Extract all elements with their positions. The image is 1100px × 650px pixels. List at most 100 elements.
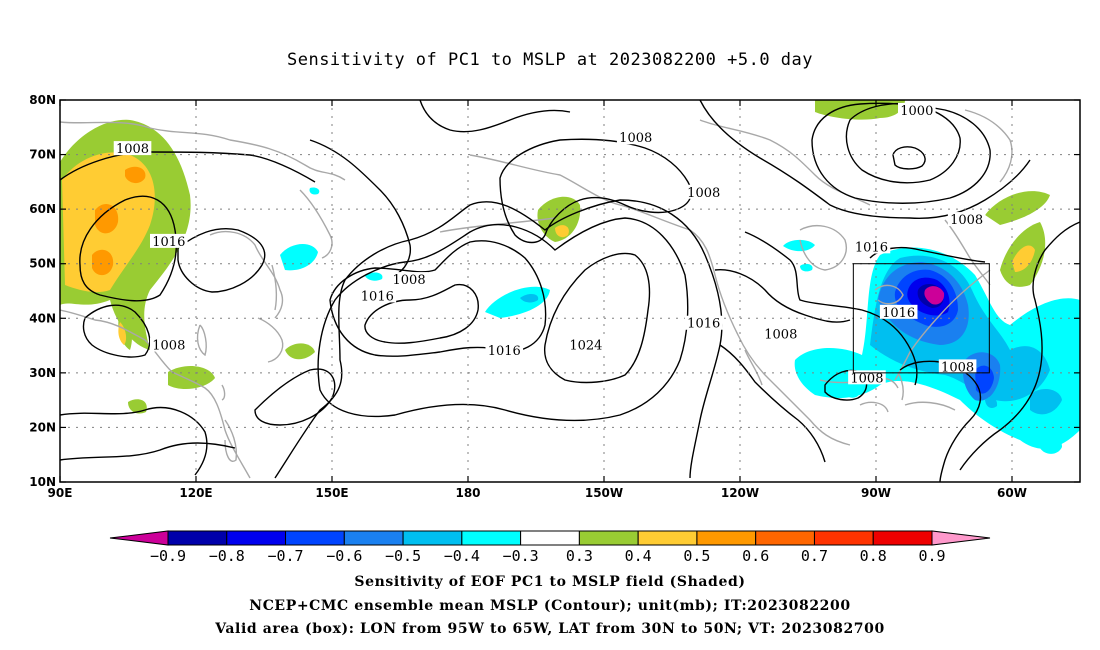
contour-label-halo: [852, 239, 891, 254]
lat-tick-label: 10N: [29, 475, 56, 489]
colorbar-label: 0.8: [860, 547, 887, 565]
contour-label-halo: [762, 326, 800, 341]
caption-valid-area: Valid area (box): LON from 95W to 65W, L…: [215, 621, 885, 637]
lat-tick-label: 50N: [29, 257, 56, 271]
contour-label-halo: [938, 359, 977, 374]
contour-label-halo: [150, 337, 188, 352]
contour-label-halo: [898, 102, 936, 117]
contour-label: 1008: [850, 371, 883, 386]
map-axes: 90E 120E 150E 180 150W 120W 90W 60W 80N 70N 60N 50N…: [29, 93, 1080, 500]
colorbar-swatch: [402, 530, 463, 546]
colorbar-label: 0.5: [683, 547, 710, 565]
lon-tick-label: 150E: [315, 486, 348, 500]
coast-cuba: [904, 401, 956, 411]
lon-tick-label: 180: [455, 486, 480, 500]
contour-1008-china: [82, 304, 151, 358]
colorbar-swatch: [637, 530, 698, 546]
contour-1008-siberia: [60, 151, 316, 183]
shade-gulf-alaska-pos-inner: [555, 225, 569, 238]
map-frame: [59, 99, 1081, 483]
lat-tick-label: 30N: [29, 366, 56, 380]
coast-florida: [897, 371, 904, 401]
lon-tick-label: 90E: [48, 486, 73, 500]
colorbar-label: 0.9: [918, 547, 945, 565]
caption-shading: Sensitivity of EOF PC1 to MSLP field (Sh…: [354, 574, 746, 590]
coast-taiwan: [221, 384, 226, 401]
contour-label: 1000: [900, 104, 933, 119]
colorbar-label: 0.6: [742, 547, 769, 565]
contour-label-halo: [485, 343, 524, 358]
colorbar-label: −0.9: [150, 547, 186, 565]
contour-label-halo: [684, 315, 723, 330]
contour-1024-pac-high: [543, 252, 651, 384]
coast-na-west: [714, 274, 851, 446]
contour-label-halo: [567, 337, 605, 352]
shade-aleutian-neg: [365, 272, 383, 281]
colorbar-max-triangle: [931, 530, 991, 546]
coast-labrador: [944, 219, 991, 286]
shade-siberia-05c: [125, 166, 146, 184]
shade-atlantic-pos2-inner: [1012, 245, 1035, 272]
contour-1016-nwpac: [177, 228, 266, 293]
contour-label-halo: [390, 272, 428, 287]
contour-label: 1008: [941, 360, 974, 375]
contour-1008-alaska: [499, 138, 692, 244]
colorbar-swatch: [578, 530, 639, 546]
contour-1008-east-na: [899, 360, 982, 482]
coast-greenland: [964, 109, 1013, 183]
coast-japan: [257, 317, 284, 363]
lat-tick-label: 80N: [29, 93, 56, 107]
colorbar-swatch: [343, 530, 404, 546]
contour-label: 1016: [687, 317, 720, 332]
shade-carib-neg: [985, 397, 998, 408]
contour-label-halo: [358, 288, 397, 303]
coast-yucatan: [859, 401, 889, 413]
contour-label: 1016: [882, 306, 915, 321]
colorbar-label: 0.3: [566, 547, 593, 565]
contour-1008-west-na: [714, 268, 851, 323]
contour-label: 1008: [619, 131, 652, 146]
lat-tick-label: 20N: [29, 420, 56, 434]
shade-hudson-neg2: [800, 263, 813, 272]
contour-label-halo: [113, 141, 152, 156]
lon-tick-label: 150W: [585, 486, 623, 500]
lat-tick-label: 60N: [29, 202, 56, 216]
colorbar-swatch: [872, 530, 933, 546]
contour-label: 1008: [393, 273, 426, 288]
colorbar-min-triangle: [109, 530, 169, 546]
colorbar-swatch: [696, 530, 757, 546]
colorbar-label: 0.7: [801, 547, 828, 565]
contour-label: 1008: [152, 339, 185, 354]
colorbar-label: −0.8: [209, 547, 245, 565]
contour-1008-canada: [699, 100, 1031, 220]
lon-tick-label: 60W: [997, 486, 1027, 500]
colorbar-swatch: [285, 530, 345, 546]
colorbar-label: −0.7: [267, 547, 303, 565]
contour-label-halo: [150, 233, 188, 248]
contour-label: 1024: [569, 339, 602, 354]
contour-1016-pac-outer: [329, 240, 547, 357]
shade-gulf-alaska-pos: [537, 196, 581, 242]
contour-east-asia-1008: [60, 442, 236, 461]
colorbar-swatch: [520, 530, 580, 546]
caption-contour: NCEP+CMC ensemble mean MSLP (Contour); u…: [249, 598, 851, 614]
colorbar-swatch: [226, 530, 287, 546]
contour-1008-arctic-pac: [419, 100, 571, 133]
colorbar-swatch: [755, 530, 815, 546]
coast-sakhalin: [271, 264, 278, 311]
map-panel: 1008 1016 1008 1008 1016 1016 1024 1008 1008 1016…: [29, 93, 1081, 500]
contour-1000-outer: [811, 102, 991, 204]
lat-tick-label: 70N: [29, 148, 56, 162]
shade-atlantic-bottom: [1040, 435, 1062, 454]
contour-1016-na: [744, 231, 918, 386]
colorbar-label: −0.3: [503, 547, 539, 565]
figure-title: Sensitivity of PC1 to MSLP at 2023082200…: [286, 50, 813, 70]
coast-okhotsk: [209, 230, 284, 319]
contour-label-halo: [684, 184, 723, 199]
contour-label: 1016: [488, 344, 521, 359]
contour-label: 1016: [152, 235, 185, 250]
valid-area-box: [852, 263, 990, 374]
coast-asia-arctic: [60, 121, 346, 181]
colorbar-swatch: [813, 530, 874, 546]
